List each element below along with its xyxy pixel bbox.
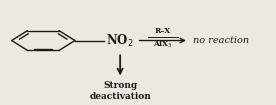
Text: AlX$_3$: AlX$_3$ — [153, 39, 173, 50]
Text: Strong
deactivation: Strong deactivation — [89, 81, 151, 101]
Text: no reaction: no reaction — [193, 36, 249, 45]
Text: NO$_2$: NO$_2$ — [107, 32, 134, 49]
Text: R–X: R–X — [155, 27, 171, 35]
